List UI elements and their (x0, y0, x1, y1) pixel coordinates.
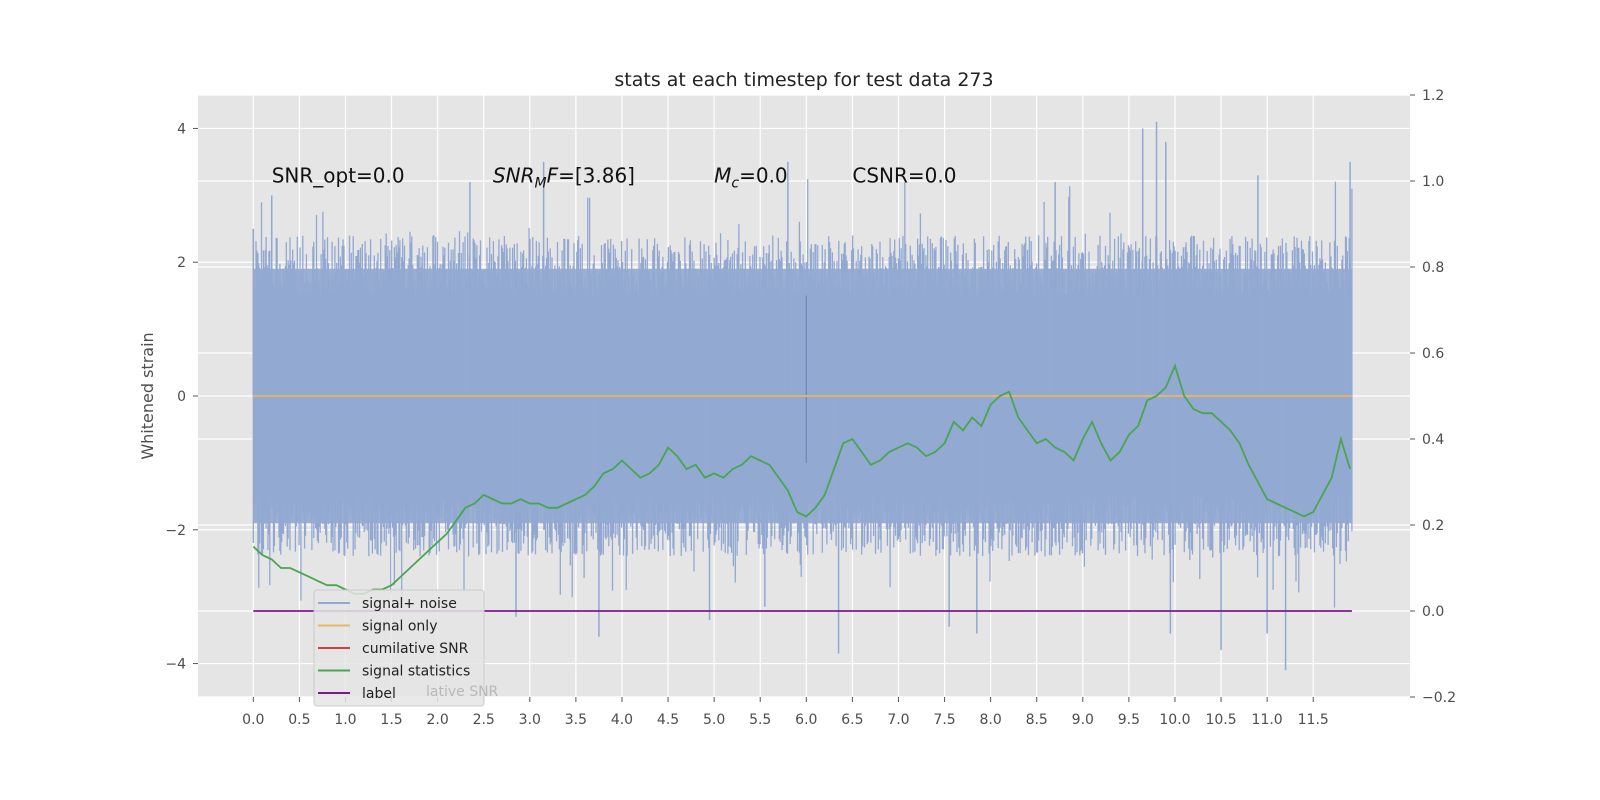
y-axis-left: −4 −2 0 2 4 (165, 121, 198, 673)
x-tick-label: 0.5 (288, 712, 310, 728)
legend-label: cumilative SNR (362, 641, 469, 657)
x-tick-label: 1.5 (380, 712, 402, 728)
legend: lative SNR signal+ noise signal only cumila… (313, 589, 499, 707)
x-tick-label: 3.5 (565, 712, 587, 728)
y2-tick-label: 1.2 (1422, 88, 1444, 104)
annotation-text: CSNR=0.0 (852, 163, 956, 187)
y-tick-label: −2 (165, 523, 186, 539)
y-axis-right: −0.2 0.0 0.2 0.4 0.6 0.8 1.0 1.2 (1410, 88, 1456, 706)
y-tick-label: 4 (177, 121, 186, 137)
x-tick-label: 10.5 (1205, 712, 1236, 728)
y2-tick-label: 0.8 (1422, 260, 1444, 276)
legend-label: label (362, 686, 396, 702)
y-tick-label: 2 (177, 255, 186, 271)
x-tick-label: 6.0 (795, 712, 817, 728)
x-tick-label: 9.0 (1072, 712, 1094, 728)
y-tick-label: −4 (165, 657, 186, 673)
x-tick-label: 0.0 (242, 712, 264, 728)
y2-tick-label: 0.0 (1422, 604, 1444, 620)
y-tick-label: 0 (177, 389, 186, 405)
x-tick-label: 6.5 (841, 712, 863, 728)
annotations: SNR_opt=0.0 SNRMF=[3.86] Mc=0.0 CSNR=0.0 (272, 163, 957, 191)
y2-tick-label: 0.4 (1422, 432, 1444, 448)
y2-tick-label: 0.6 (1422, 346, 1444, 362)
x-tick-label: 11.0 (1252, 712, 1283, 728)
legend-box (313, 589, 485, 707)
y2-tick-label: 0.2 (1422, 518, 1444, 534)
x-tick-label: 8.0 (980, 712, 1002, 728)
series-signal-statistics (252, 363, 1351, 595)
x-tick-label: 10.0 (1159, 712, 1190, 728)
x-tick-label: 7.0 (887, 712, 909, 728)
y2-tick-label: 1.0 (1422, 174, 1444, 190)
x-tick-label: 5.0 (703, 712, 725, 728)
x-tick-label: 4.0 (611, 712, 633, 728)
x-tick-label: 4.5 (657, 712, 679, 728)
x-axis: 0.0 0.5 1.0 1.5 2.0 2.5 3.0 3.5 4.0 4.5 5.0 5.5 6.0 6… (242, 697, 1329, 728)
legend-label: signal statistics (362, 664, 470, 680)
chart-title: stats at each timestep for test data 273 (614, 69, 993, 91)
x-tick-label: 9.5 (1118, 712, 1140, 728)
x-tick-label: 8.5 (1026, 712, 1048, 728)
annotation-text: SNR_opt=0.0 (272, 163, 405, 187)
y2-tick-label: −0.2 (1422, 690, 1456, 706)
x-tick-label: 3.0 (519, 712, 541, 728)
y-axis-label: Whitened strain (138, 332, 157, 459)
legend-label: signal only (362, 619, 437, 635)
legend-overlap-text: lative SNR (426, 684, 499, 700)
legend-label: signal+ noise (362, 596, 457, 612)
x-tick-label: 2.0 (427, 712, 449, 728)
x-tick-label: 7.5 (933, 712, 955, 728)
x-tick-label: 11.5 (1298, 712, 1329, 728)
x-tick-label: 5.5 (749, 712, 771, 728)
annotation-text: Mc=0.0 (714, 163, 788, 191)
x-tick-label: 1.0 (334, 712, 356, 728)
annotation-text: SNRMF=[3.86] (493, 163, 635, 191)
x-tick-label: 2.5 (473, 712, 495, 728)
